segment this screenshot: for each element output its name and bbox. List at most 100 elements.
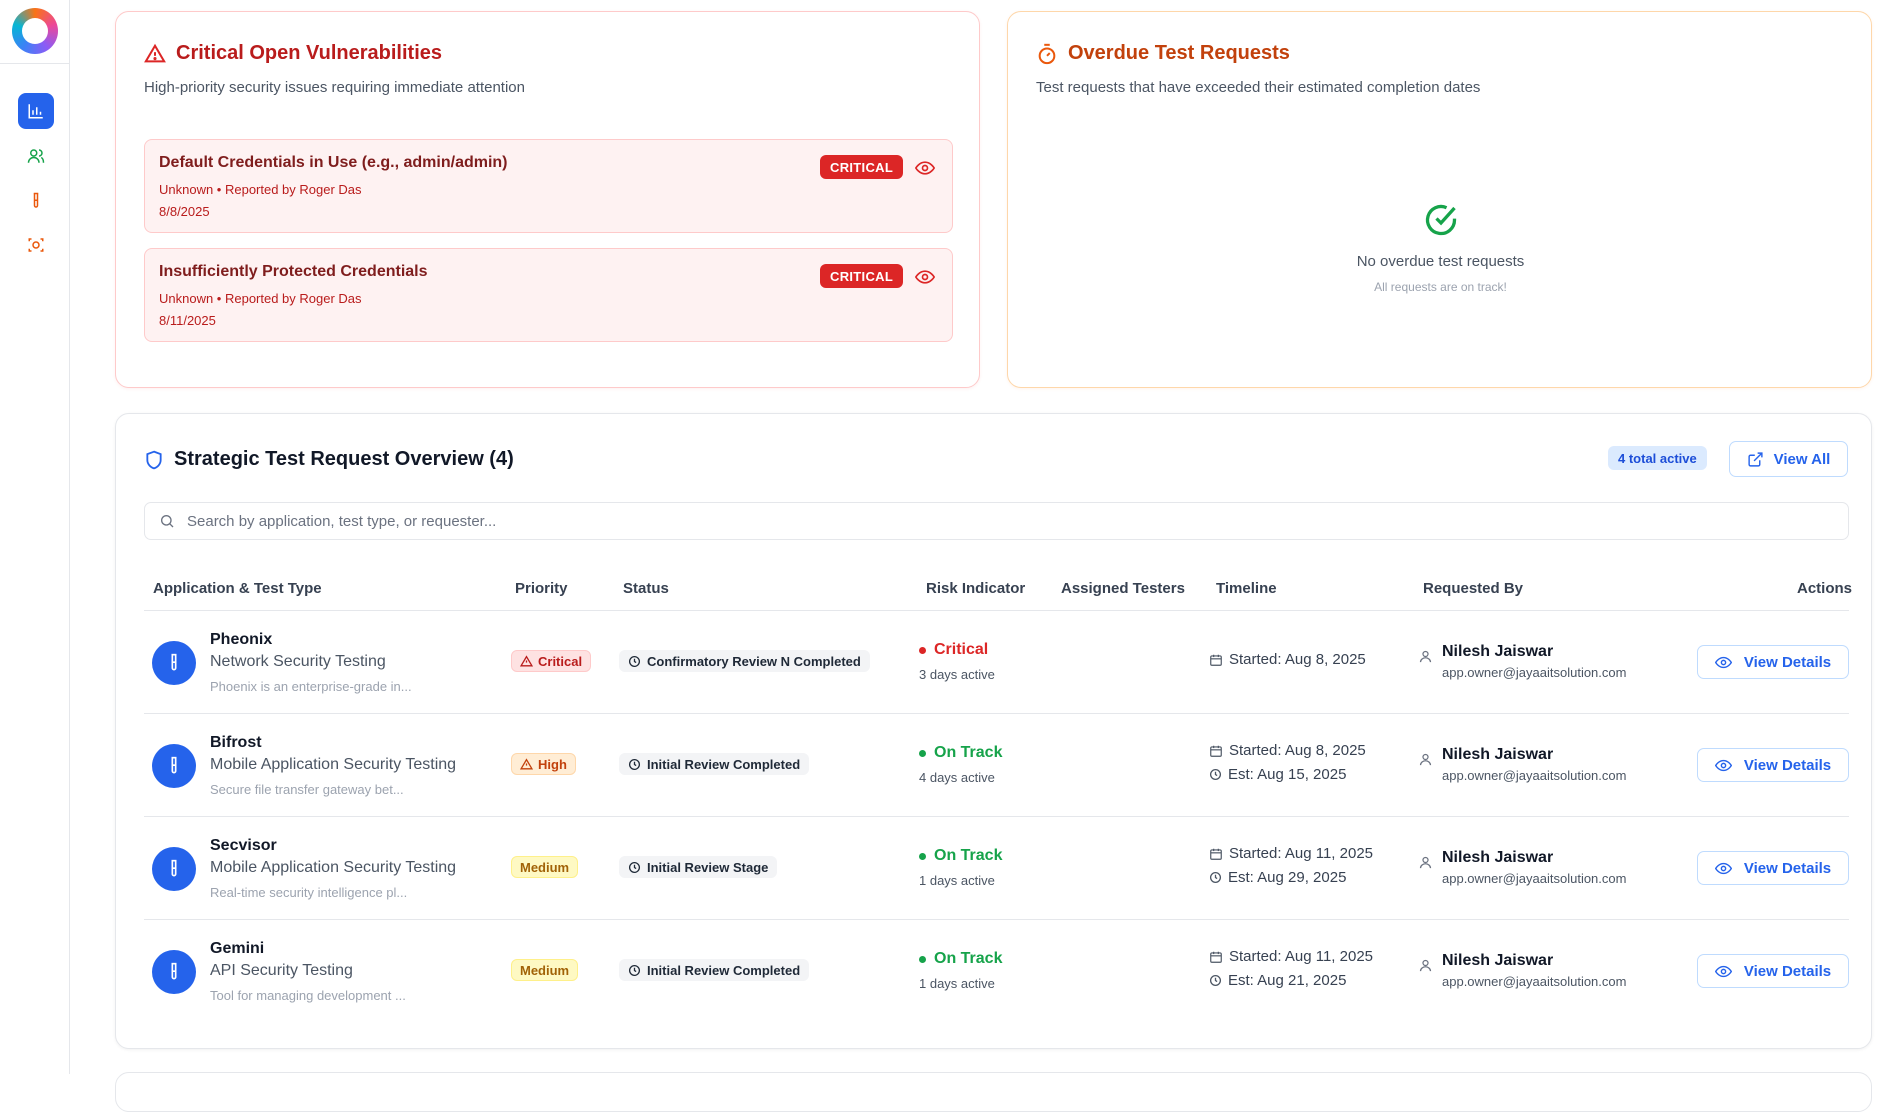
search-input[interactable] — [187, 512, 1787, 530]
risk-dot — [919, 749, 926, 757]
app-name: Bifrost — [210, 734, 262, 751]
status-label: Initial Review Stage — [647, 859, 769, 875]
sidebar — [0, 0, 70, 1074]
test-tube-icon — [33, 192, 39, 208]
nav-scan[interactable] — [18, 227, 54, 263]
vulnerability-title: Insufficiently Protected Credentials — [159, 263, 428, 280]
column-header: Status — [623, 580, 669, 597]
risk-dot — [919, 955, 926, 963]
risk-indicator: On Track — [919, 950, 1002, 968]
vulnerabilities-subtitle: High-priority security issues requiring … — [144, 79, 525, 96]
view-details-label: View Details — [1743, 653, 1832, 671]
table-row[interactable]: Secvisor Mobile Application Security Test… — [144, 817, 1849, 920]
vulnerability-item[interactable]: Default Credentials in Use (e.g., admin/… — [144, 139, 953, 233]
app-icon — [152, 847, 196, 891]
view-details-button[interactable]: View Details — [1697, 851, 1849, 885]
vulnerabilities-title-text: Critical Open Vulnerabilities — [176, 42, 442, 64]
column-header: Assigned Testers — [1061, 580, 1185, 597]
status-label: Initial Review Completed — [647, 962, 801, 978]
vulnerability-title: Default Credentials in Use (e.g., admin/… — [159, 154, 508, 171]
started-date: Started: Aug 8, 2025 — [1229, 742, 1366, 759]
divider — [0, 63, 70, 64]
user-icon-wrap — [1418, 649, 1433, 669]
overdue-subtitle: Test requests that have exceeded their e… — [1036, 79, 1481, 96]
critical-badge: CRITICAL — [820, 155, 904, 179]
risk-label: On Track — [934, 950, 1003, 967]
status-badge: Initial Review Completed — [619, 959, 810, 981]
risk-days-active: 4 days active — [919, 770, 995, 785]
next-card — [115, 1072, 1872, 1112]
eye-icon — [1714, 862, 1732, 874]
clock-icon — [1209, 974, 1222, 987]
view-all-button[interactable]: View All — [1729, 441, 1848, 477]
view-details-button[interactable]: View Details — [1697, 748, 1849, 782]
table-row[interactable]: Pheonix Network Security Testing Phoenix i… — [144, 611, 1849, 714]
user-icon-wrap — [1418, 855, 1433, 875]
column-header: Requested By — [1423, 580, 1524, 597]
risk-dot — [919, 852, 926, 860]
clock-icon — [628, 655, 641, 667]
alert-triangle-icon — [144, 43, 166, 62]
requester-name: Nilesh Jaiswar — [1442, 952, 1554, 969]
nav-analytics[interactable] — [18, 93, 54, 129]
timeline-started: Started: Aug 8, 2025 — [1209, 651, 1366, 668]
test-type: Mobile Application Security Testing — [210, 859, 457, 876]
view-details-label: View Details — [1743, 756, 1832, 774]
vulnerability-item[interactable]: Insufficiently Protected Credentials Unk… — [144, 248, 953, 342]
external-link-icon — [1748, 451, 1763, 467]
timeline-started: Started: Aug 11, 2025 — [1209, 845, 1373, 862]
vulnerability-meta: Unknown • Reported by Roger Das — [159, 182, 362, 197]
app-description: Secure file transfer gateway bet... — [210, 782, 404, 797]
requester-email: app.owner@jayaaitsolution.com — [1442, 974, 1627, 989]
clock-icon — [628, 861, 641, 873]
priority-label: Critical — [538, 653, 583, 669]
table-row[interactable]: Bifrost Mobile Application Security Testi… — [144, 714, 1849, 817]
view-details-button[interactable]: View Details — [1697, 645, 1849, 679]
table-row[interactable]: Gemini API Security Testing Tool for manag… — [144, 920, 1849, 1023]
test-type: Network Security Testing — [210, 653, 386, 670]
overview-card: Strategic Test Request Overview (4) 4 to… — [115, 413, 1872, 1049]
calendar-icon — [1210, 745, 1222, 757]
priority-badge: Medium — [511, 856, 579, 878]
user-icon-wrap — [1418, 752, 1433, 772]
test-tube-icon — [171, 859, 177, 877]
divider — [144, 610, 1849, 611]
vulnerability-meta: Unknown • Reported by Roger Das — [159, 291, 362, 306]
view-details-label: View Details — [1743, 859, 1832, 877]
clock-icon — [628, 964, 641, 976]
eye-icon[interactable] — [915, 267, 935, 287]
search-bar[interactable] — [144, 502, 1849, 540]
empty-state-title: No overdue test requests — [1356, 253, 1525, 270]
risk-indicator: On Track — [919, 744, 1002, 762]
app-icon — [152, 744, 196, 788]
timeline-estimate: Est: Aug 15, 2025 — [1209, 766, 1346, 783]
view-details-button[interactable]: View Details — [1697, 954, 1849, 988]
test-tube-icon — [171, 756, 177, 774]
overdue-title-text: Overdue Test Requests — [1068, 42, 1290, 64]
started-date: Started: Aug 8, 2025 — [1229, 651, 1366, 668]
requester-name: Nilesh Jaiswar — [1442, 746, 1554, 763]
clock-icon — [1209, 871, 1222, 884]
test-tube-icon — [171, 653, 177, 671]
estimated-date: Est: Aug 15, 2025 — [1228, 766, 1347, 783]
nav-users[interactable] — [18, 138, 54, 174]
requester-email: app.owner@jayaaitsolution.com — [1442, 871, 1627, 886]
risk-indicator: On Track — [919, 847, 1002, 865]
user-icon-wrap — [1418, 958, 1433, 978]
eye-icon[interactable] — [915, 158, 935, 178]
priority-badge: Medium — [511, 959, 579, 981]
timeline-estimate: Est: Aug 21, 2025 — [1209, 972, 1346, 989]
requester-email: app.owner@jayaaitsolution.com — [1442, 768, 1627, 783]
vulnerabilities-card: Critical Open Vulnerabilities High-prior… — [115, 11, 980, 388]
status-label: Confirmatory Review N Completed — [647, 653, 861, 669]
risk-days-active: 1 days active — [919, 976, 995, 991]
app-description: Real-time security intelligence pl... — [210, 885, 408, 900]
nav-tests[interactable] — [18, 183, 54, 219]
timeline-started: Started: Aug 11, 2025 — [1209, 948, 1373, 965]
app-description: Phoenix is an enterprise-grade in... — [210, 679, 412, 694]
vulnerability-date: 8/8/2025 — [159, 204, 210, 219]
app-logo[interactable] — [12, 8, 58, 54]
estimated-date: Est: Aug 29, 2025 — [1228, 869, 1347, 886]
app-name: Gemini — [210, 940, 265, 957]
view-details-label: View Details — [1743, 962, 1832, 980]
